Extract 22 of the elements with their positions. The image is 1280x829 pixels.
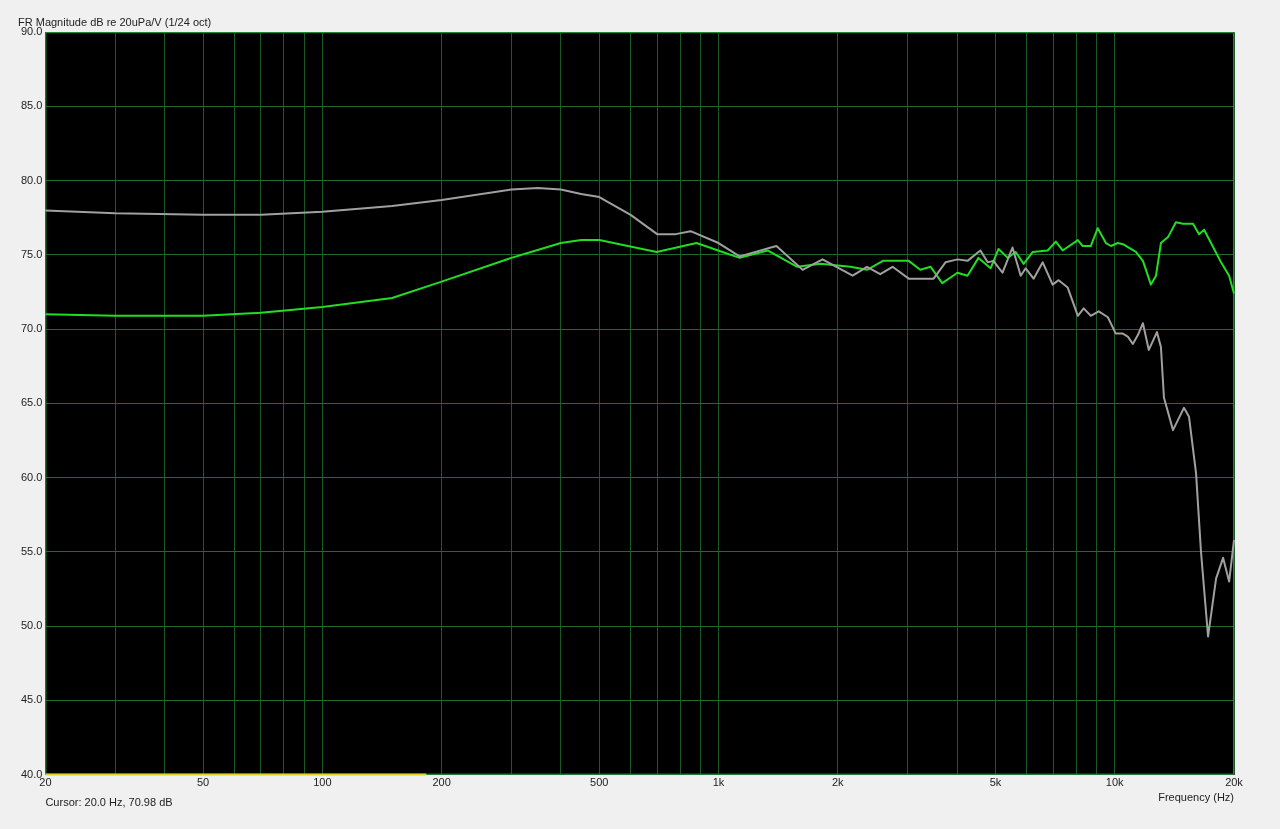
x-tick-label: 1k (712, 776, 725, 789)
y-tick-label: 80.0 (20, 173, 43, 186)
x-axis-title: Frequency (Hz) (1158, 791, 1234, 804)
x-tick-label: 100 (313, 776, 332, 789)
y-tick-label: 60.0 (20, 470, 43, 483)
y-tick-label: 45.0 (20, 693, 43, 706)
x-tick-label: 50 (196, 776, 210, 789)
y-tick-label: 55.0 (20, 544, 43, 557)
x-tick-label: 20k (1225, 776, 1244, 789)
y-tick-label: 50.0 (20, 619, 43, 632)
x-tick-label: 2k (831, 776, 845, 789)
y-tick-label: 70.0 (20, 322, 43, 335)
chart-title: FR Magnitude dB re 20uPa/V (1/24 oct) (18, 15, 212, 28)
y-tick-label: 75.0 (20, 247, 43, 260)
y-tick-label: 90.0 (20, 25, 43, 38)
x-tick-label: 500 (590, 776, 609, 789)
y-tick-label: 85.0 (20, 99, 43, 112)
y-tick-label: 65.0 (20, 396, 43, 409)
text: Cursor: 20.0 Hz, 70.98 dB (45, 796, 173, 809)
x-tick-label: 5k (989, 776, 1002, 789)
x-tick-label: 200 (432, 776, 451, 789)
x-tick-label: 10k (1105, 776, 1125, 789)
